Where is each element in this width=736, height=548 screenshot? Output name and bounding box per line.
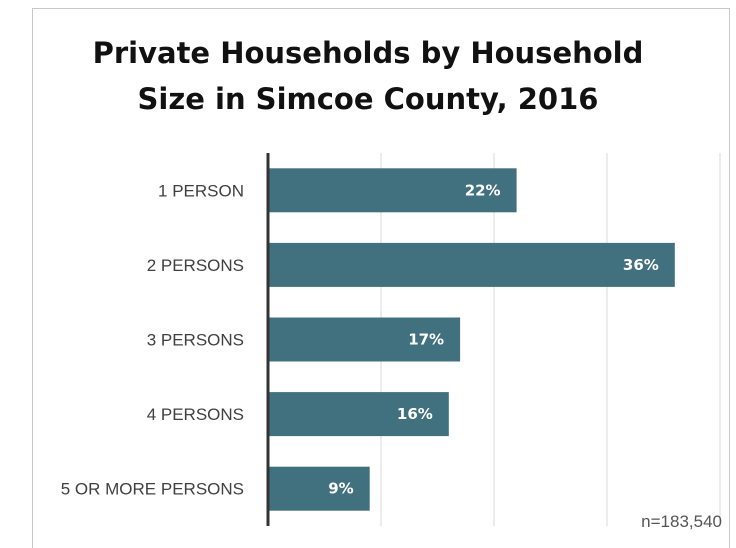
category-label: 3 PERSONS	[147, 331, 244, 350]
bar	[268, 168, 517, 213]
bar	[268, 242, 675, 287]
chart-title-line-2: Size in Simcoe County, 2016	[137, 82, 599, 116]
bar-value-label: 17%	[408, 331, 444, 349]
category-label: 2 PERSONS	[147, 256, 244, 275]
sample-size-note: n=183,540	[641, 512, 722, 531]
chart-title-line-1: Private Households by Household	[92, 36, 644, 70]
bar-value-label: 22%	[465, 181, 501, 199]
bar	[268, 466, 370, 511]
bar-value-label: 16%	[397, 405, 433, 423]
category-label: 5 OR MORE PERSONS	[61, 480, 244, 499]
bar-value-label: 9%	[328, 480, 353, 498]
bar-value-label: 36%	[623, 256, 659, 274]
bar	[268, 392, 449, 437]
chart-title: Private Households by Household Size in …	[0, 30, 736, 122]
bar	[268, 317, 461, 362]
category-label: 1 PERSON	[158, 181, 244, 200]
category-label: 4 PERSONS	[147, 405, 244, 424]
